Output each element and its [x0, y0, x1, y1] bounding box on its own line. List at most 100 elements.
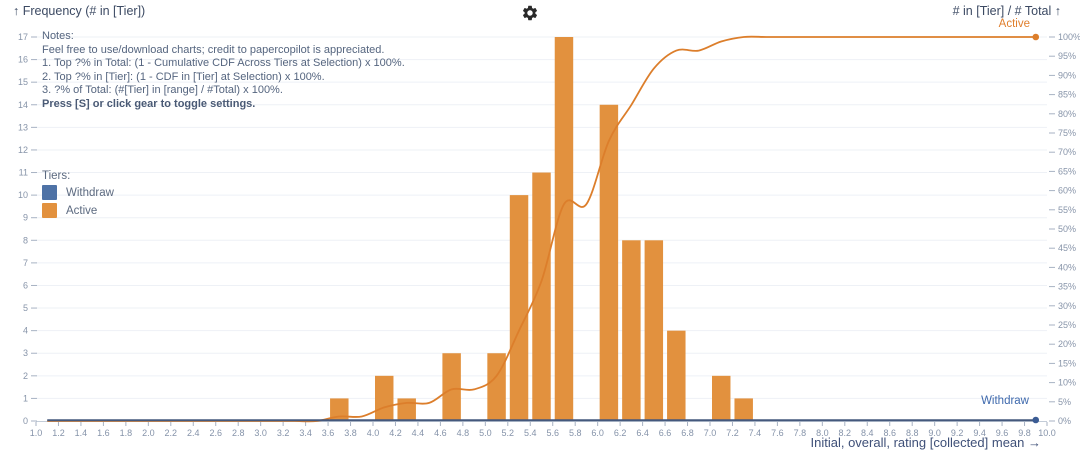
- svg-text:0%: 0%: [1058, 416, 1071, 426]
- svg-text:7: 7: [23, 258, 28, 268]
- svg-text:9.4: 9.4: [973, 428, 986, 438]
- bar-6.6[interactable]: [667, 330, 686, 421]
- histogram-bars: [330, 37, 753, 421]
- svg-text:3.0: 3.0: [254, 428, 267, 438]
- bar-7.0[interactable]: [712, 375, 731, 421]
- svg-text:3.8: 3.8: [344, 428, 357, 438]
- svg-text:5.6: 5.6: [546, 428, 559, 438]
- notes-settings-hint: Press [S] or click gear to toggle settin…: [42, 97, 256, 110]
- svg-text:6.0: 6.0: [591, 428, 604, 438]
- svg-text:5.8: 5.8: [569, 428, 582, 438]
- svg-text:1.4: 1.4: [75, 428, 88, 438]
- svg-text:8.0: 8.0: [816, 428, 829, 438]
- svg-text:7.6: 7.6: [771, 428, 784, 438]
- active-series-label: Active: [998, 18, 1030, 30]
- svg-text:6.6: 6.6: [659, 428, 672, 438]
- gear-icon: [522, 5, 538, 21]
- svg-text:6.2: 6.2: [614, 428, 627, 438]
- svg-text:3.2: 3.2: [277, 428, 290, 438]
- svg-text:60%: 60%: [1058, 186, 1076, 196]
- svg-text:13: 13: [18, 122, 28, 132]
- legend-item-withdraw[interactable]: Withdraw: [42, 185, 114, 200]
- svg-text:6: 6: [23, 280, 28, 290]
- svg-text:6.4: 6.4: [636, 428, 649, 438]
- svg-text:4.6: 4.6: [434, 428, 447, 438]
- withdraw-swatch: [42, 185, 57, 200]
- svg-text:2.2: 2.2: [165, 428, 178, 438]
- svg-text:16: 16: [18, 55, 28, 65]
- svg-text:9.8: 9.8: [1018, 428, 1031, 438]
- svg-text:85%: 85%: [1058, 90, 1076, 100]
- svg-text:4.0: 4.0: [367, 428, 380, 438]
- svg-text:40%: 40%: [1058, 262, 1076, 272]
- bar-6.0[interactable]: [599, 104, 619, 421]
- svg-text:7.4: 7.4: [749, 428, 762, 438]
- svg-text:2.0: 2.0: [142, 428, 155, 438]
- right-axis-ticks: 0% 5% 10% 15% 20% 25% 30% 35% 40% 45% 50% 55% 60% 65%…: [1049, 32, 1080, 426]
- svg-text:9.2: 9.2: [951, 428, 964, 438]
- withdraw-series-label: Withdraw: [981, 395, 1029, 407]
- svg-text:4.8: 4.8: [457, 428, 470, 438]
- svg-text:1.2: 1.2: [52, 428, 65, 438]
- svg-text:20%: 20%: [1058, 339, 1076, 349]
- svg-text:10%: 10%: [1058, 378, 1076, 388]
- svg-text:1: 1: [23, 393, 28, 403]
- active-end-dot: [1032, 33, 1040, 41]
- bar-4.2[interactable]: [397, 398, 416, 421]
- series-end-dots: [1032, 33, 1040, 424]
- svg-text:7.2: 7.2: [726, 428, 739, 438]
- notes-line: Notes:: [42, 30, 74, 42]
- notes-line: 1. Top ?% in Total: (1 - Cumulative CDF …: [42, 57, 405, 70]
- withdraw-end-dot: [1032, 416, 1040, 424]
- right-axis-title: # in [Tier] / # Total ↑: [952, 4, 1061, 18]
- svg-text:5.2: 5.2: [502, 428, 515, 438]
- bar-5.4[interactable]: [532, 172, 551, 421]
- bar-5.2[interactable]: [509, 195, 529, 421]
- svg-text:3.4: 3.4: [299, 428, 312, 438]
- bar-7.2[interactable]: [734, 398, 753, 421]
- bar-5.6[interactable]: [554, 37, 574, 421]
- svg-text:9: 9: [23, 213, 28, 223]
- svg-text:12: 12: [18, 145, 28, 155]
- svg-text:2.4: 2.4: [187, 428, 200, 438]
- svg-text:7.8: 7.8: [794, 428, 807, 438]
- svg-text:5.4: 5.4: [524, 428, 537, 438]
- svg-text:17: 17: [18, 32, 28, 42]
- svg-text:8.2: 8.2: [839, 428, 852, 438]
- svg-text:65%: 65%: [1058, 166, 1076, 176]
- svg-text:1.6: 1.6: [97, 428, 110, 438]
- bar-6.4[interactable]: [644, 240, 664, 421]
- svg-text:55%: 55%: [1058, 205, 1076, 215]
- bar-4.0[interactable]: [375, 375, 394, 421]
- svg-text:10: 10: [18, 190, 28, 200]
- svg-text:50%: 50%: [1058, 224, 1076, 234]
- left-axis-title: ↑ Frequency (# in [Tier]): [13, 4, 146, 18]
- svg-text:25%: 25%: [1058, 320, 1076, 330]
- svg-text:1.8: 1.8: [120, 428, 133, 438]
- notes-line: Feel free to use/download charts; credit…: [42, 43, 385, 56]
- svg-text:14: 14: [18, 100, 28, 110]
- svg-text:11: 11: [19, 168, 28, 178]
- svg-text:5.0: 5.0: [479, 428, 492, 438]
- svg-text:2: 2: [23, 371, 28, 381]
- bar-6.2[interactable]: [622, 240, 641, 421]
- legend-title: Tiers:: [42, 170, 71, 182]
- legend-item-active[interactable]: Active: [42, 203, 114, 218]
- svg-text:2.6: 2.6: [209, 428, 222, 438]
- svg-text:5: 5: [23, 303, 28, 313]
- svg-text:30%: 30%: [1058, 301, 1076, 311]
- bar-4.6[interactable]: [442, 353, 461, 421]
- svg-text:9.0: 9.0: [928, 428, 941, 438]
- svg-text:3.6: 3.6: [322, 428, 335, 438]
- svg-text:8.8: 8.8: [906, 428, 919, 438]
- notes-line: 3. ?% of Total: (#[Tier] in [range] / #T…: [42, 84, 283, 97]
- svg-text:8.4: 8.4: [861, 428, 874, 438]
- svg-text:4: 4: [23, 326, 28, 336]
- settings-gear-button[interactable]: [519, 2, 541, 24]
- svg-text:15: 15: [18, 77, 28, 87]
- svg-text:95%: 95%: [1058, 51, 1076, 61]
- bar-3.6[interactable]: [330, 398, 349, 421]
